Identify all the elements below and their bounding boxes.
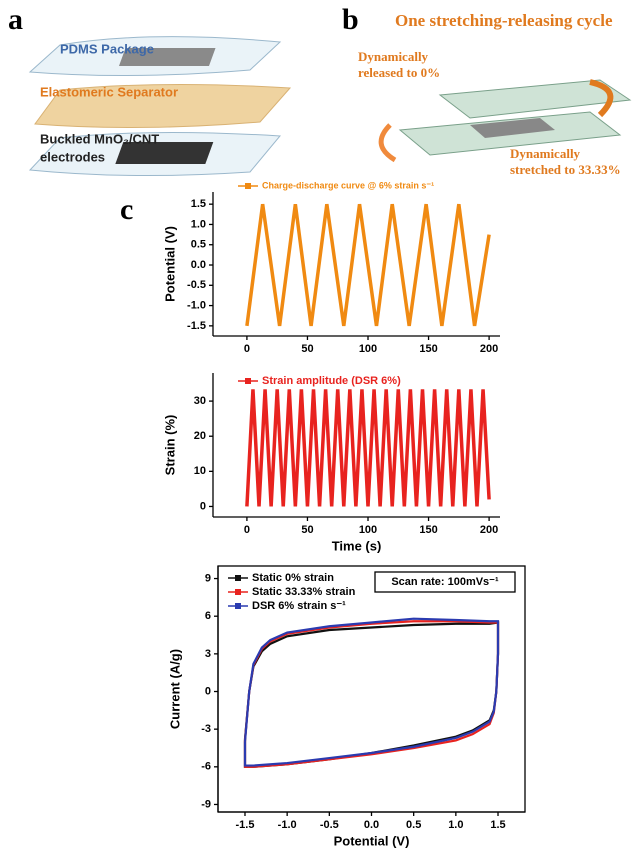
electrode [115, 142, 214, 164]
illustration-label: PDMS Package [60, 41, 154, 56]
y-axis-label: Strain (%) [162, 415, 177, 476]
y-tick-label: 6 [205, 610, 211, 622]
y-tick-label: 0 [200, 500, 206, 512]
arrow [378, 123, 397, 163]
legend-label: DSR 6% strain s⁻¹ [252, 600, 346, 612]
legend-label: Strain amplitude (DSR 6%) [262, 375, 401, 387]
annotation: Scan rate: 100mVs⁻¹ [391, 576, 499, 588]
y-tick-label: 1.0 [191, 218, 206, 230]
x-tick-label: 0.5 [406, 819, 421, 831]
x-tick-label: 0 [244, 524, 250, 536]
y-tick-label: -3 [201, 723, 211, 735]
data-line [243, 621, 500, 768]
illustration-label: Elastomeric Separator [40, 84, 178, 99]
legend-marker [245, 378, 251, 384]
x-tick-label: 0.0 [364, 819, 379, 831]
y-tick-label: 30 [194, 395, 206, 407]
x-tick-label: 100 [359, 524, 377, 536]
y-tick-label: 10 [194, 465, 206, 477]
arrow [589, 79, 614, 118]
x-tick-label: 150 [419, 343, 437, 355]
legend-label: Charge-discharge curve @ 6% strain s⁻¹ [262, 180, 434, 190]
y-tick-label: 9 [205, 572, 211, 584]
x-tick-label: 150 [419, 524, 437, 536]
data-line [243, 617, 500, 767]
y-tick-label: -9 [201, 798, 211, 810]
y-tick-label: 0.0 [191, 259, 206, 271]
annotation-box [374, 571, 516, 593]
y-tick-label: -1.5 [187, 320, 206, 332]
x-axis-label: Time (s) [332, 538, 382, 553]
legend-marker [235, 575, 241, 581]
illustration-label: stretched to 33.33% [510, 162, 621, 177]
illustration-label: Buckled MnO₂/CNT [40, 131, 159, 146]
y-tick-label: -1.0 [187, 299, 206, 311]
legend-label: Static 33.33% strain [252, 586, 356, 598]
electrode [470, 118, 555, 138]
panel-label: b [342, 3, 359, 36]
x-tick-label: 100 [359, 343, 377, 355]
y-tick-label: 1.5 [191, 198, 206, 210]
electrode [118, 48, 216, 66]
x-tick-label: 200 [480, 524, 498, 536]
x-tick-label: 50 [301, 343, 313, 355]
y-tick-label: 0 [205, 685, 211, 697]
y-tick-label: 20 [194, 430, 206, 442]
panel-label: a [8, 3, 23, 36]
device-sheet [438, 79, 632, 119]
panel-title: One stretching-releasing cycle [395, 11, 613, 30]
x-axis-label: Potential (V) [334, 833, 410, 848]
panel-b: b One stretching-releasing cycle Dynamic… [342, 3, 632, 177]
legend-marker [245, 183, 251, 189]
data-line [245, 203, 491, 327]
y-axis-label: Current (A/g) [167, 649, 182, 729]
data-line [243, 620, 500, 768]
y-tick-label: -6 [201, 761, 211, 773]
y-tick-label: 0.5 [191, 239, 206, 251]
illustration-label: released to 0% [358, 65, 440, 80]
y-tick-label: -0.5 [187, 279, 206, 291]
x-tick-label: 0 [244, 343, 250, 355]
x-tick-label: 200 [480, 343, 498, 355]
illustration-label: electrodes [40, 149, 105, 164]
x-tick-label: -1.0 [278, 819, 297, 831]
illustration-label: Dynamically [510, 146, 581, 161]
legend-marker [235, 589, 241, 595]
x-tick-label: 1.0 [448, 819, 463, 831]
x-tick-label: 1.5 [490, 819, 505, 831]
legend-label: Static 0% strain [252, 572, 334, 584]
y-axis-label: Potential (V) [162, 226, 177, 302]
x-tick-label: -0.5 [320, 819, 339, 831]
illustration-label: Dynamically [358, 49, 429, 64]
x-tick-label: 50 [301, 524, 313, 536]
separator-sheet [34, 83, 292, 129]
legend-marker [235, 603, 241, 609]
x-tick-label: -1.5 [236, 819, 255, 831]
panel-a: a PDMS Package Elastomeric Separator Buc… [8, 3, 292, 177]
y-tick-label: 3 [205, 648, 211, 660]
data-line [245, 389, 491, 507]
panel-label: c [120, 193, 133, 226]
